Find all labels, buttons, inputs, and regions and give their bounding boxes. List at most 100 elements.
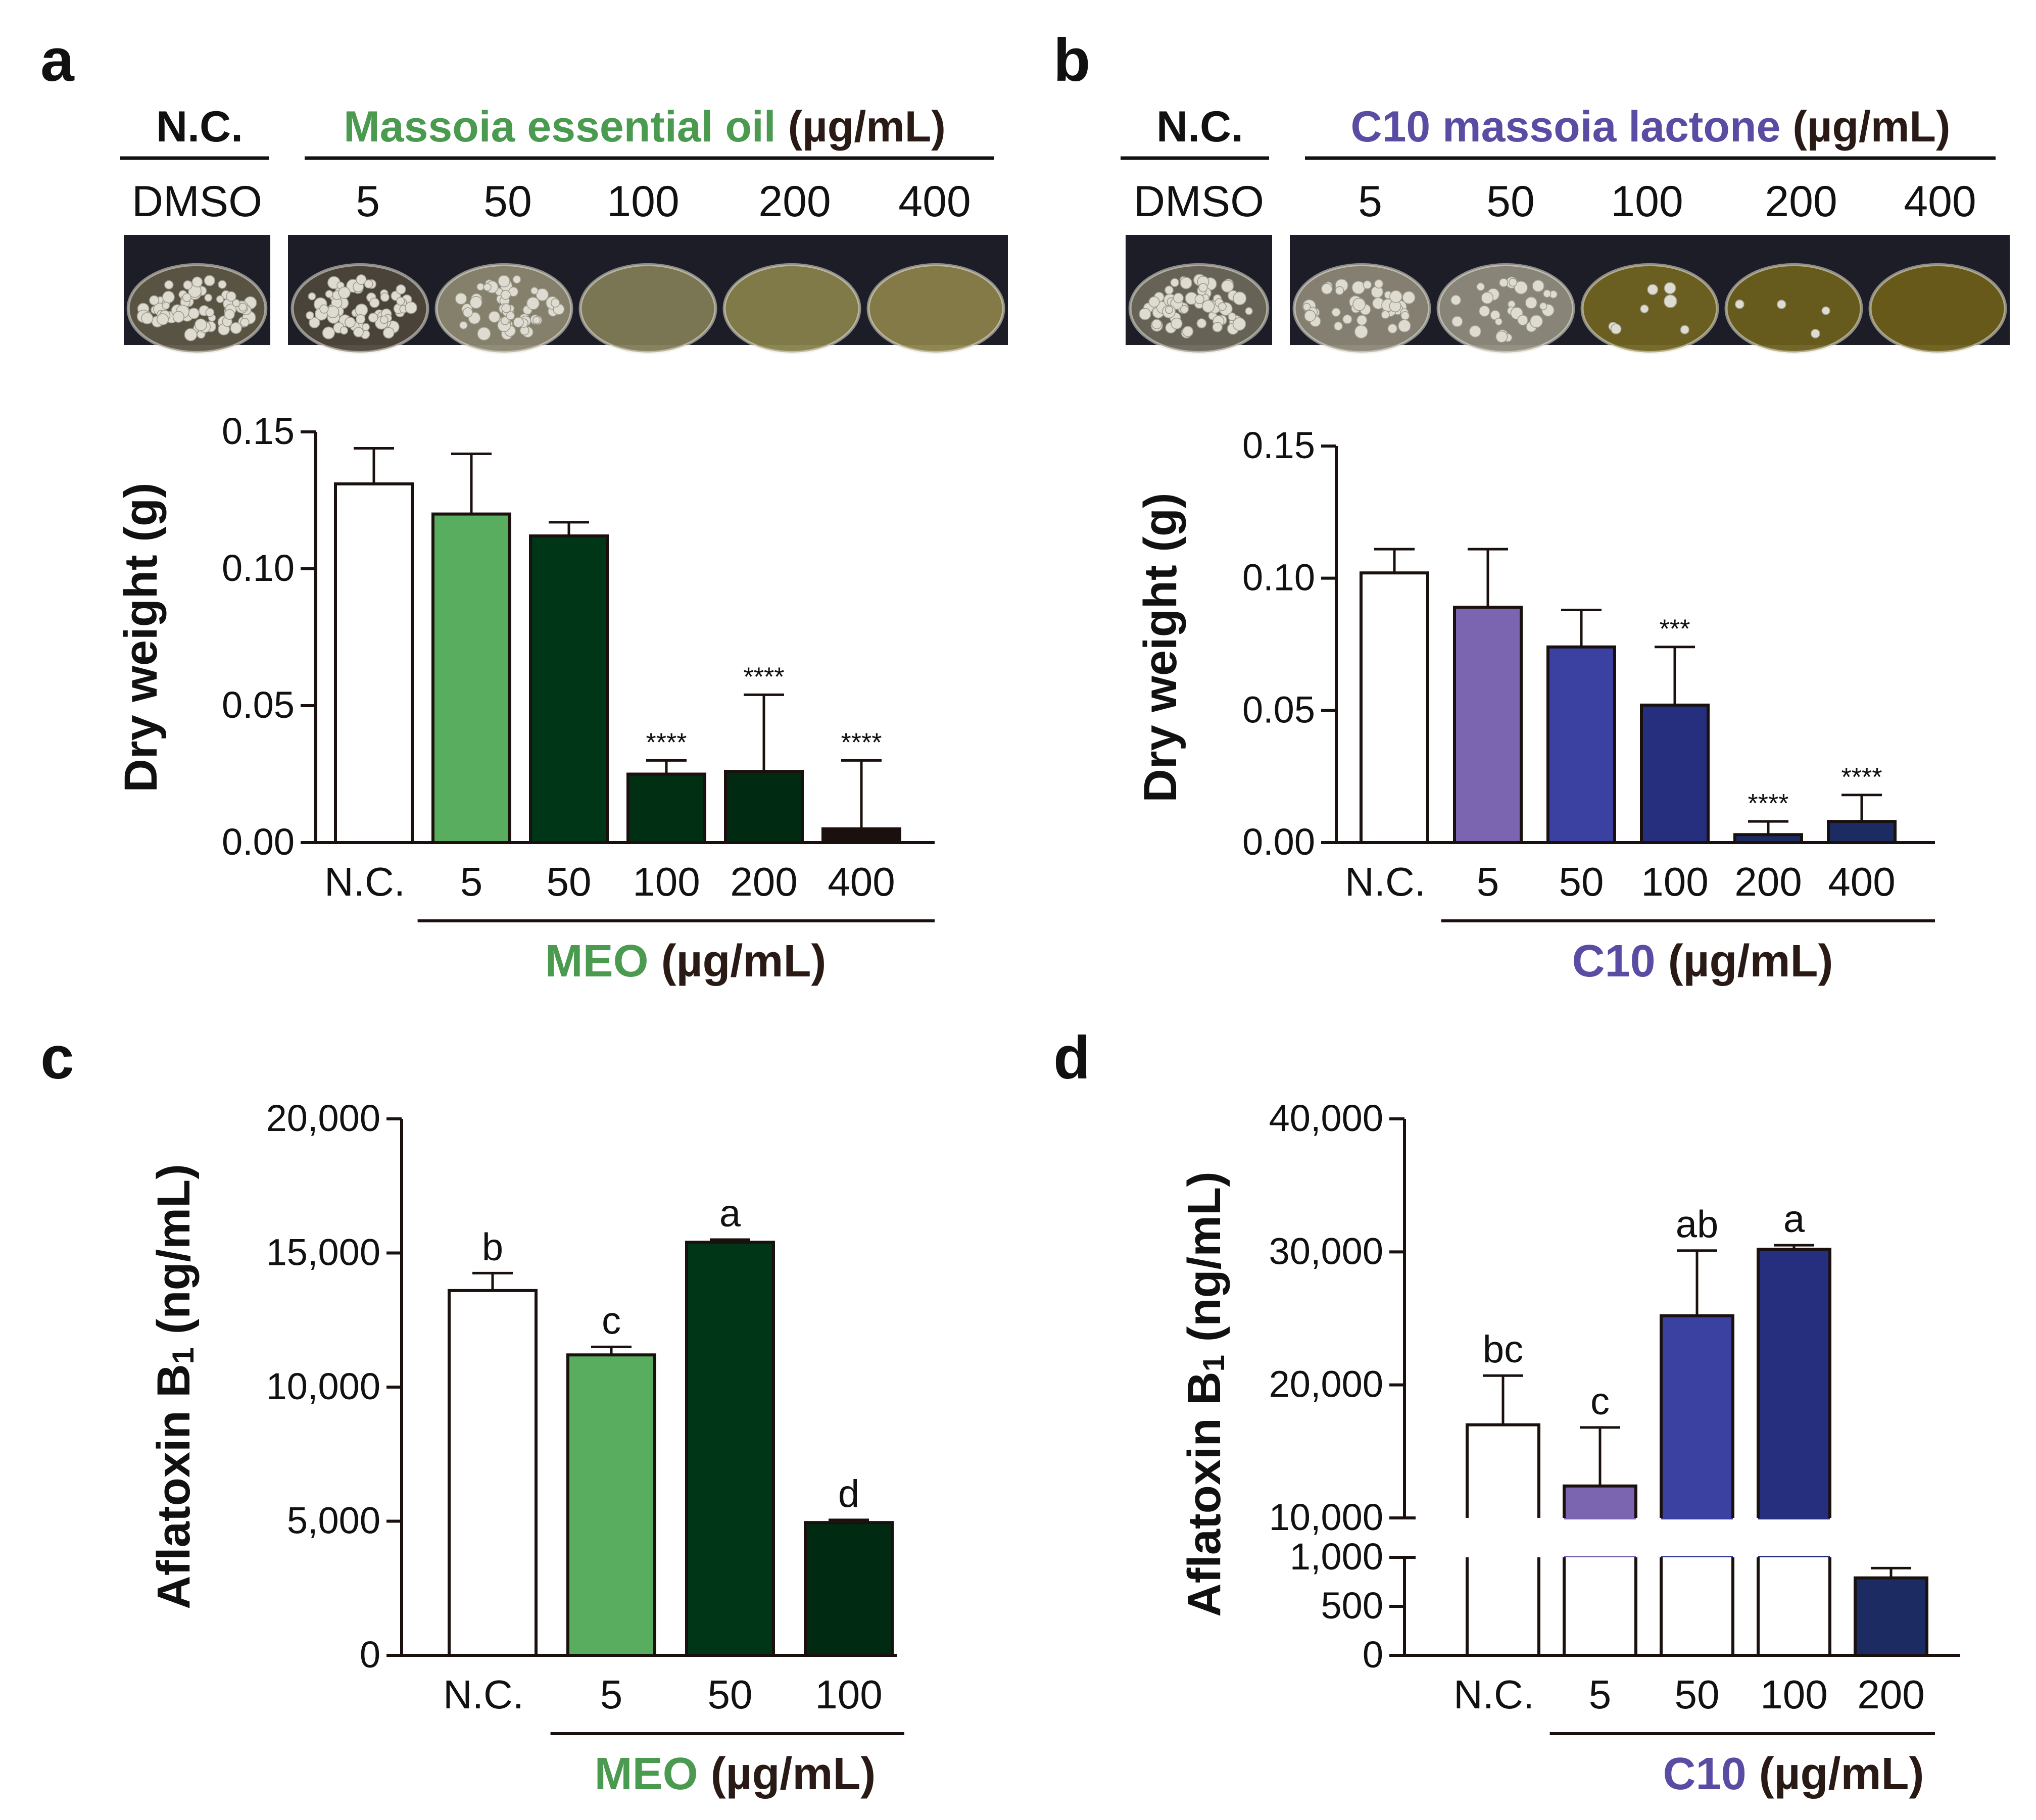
significance-annotation: d [838,1472,859,1515]
axes: 0.00 0.05 0.10 0.15 [222,410,935,863]
pellet [195,318,207,331]
flask-a-treatment [576,235,720,354]
pellet [1151,319,1162,329]
pellet [1304,310,1316,322]
bar [685,1241,775,1657]
header-a-unit: (µg/mL) [788,103,946,151]
panel-letter-b: b [1053,26,1090,94]
y-axis-title-main: Aflatoxin B [1179,1371,1230,1617]
pellet [1333,321,1343,331]
header-a-control-label: DMSO [132,177,262,226]
x-group-label-name: MEO [595,1749,698,1799]
bar-fill [1758,1249,1830,1557]
pellet [1194,294,1204,305]
pellet [1381,310,1390,319]
pellet [362,323,370,331]
mycelial-pellets [1450,276,1558,343]
pellet [1335,286,1344,296]
pellet [1198,283,1208,292]
bar-outline-upper [1757,1248,1831,1518]
pellet [345,317,356,328]
pellet [141,312,154,325]
mycelial-pellets [455,275,565,341]
flask-rim [1128,263,1270,354]
pellet [230,322,242,334]
pellet [1517,314,1528,326]
bar [431,512,511,844]
y-tick-label: 0.05 [222,684,295,726]
header-b-title: C10 massoia lactone (µg/mL) [1350,103,1950,151]
flask-rim [1868,263,2007,354]
x-tick-labels: N.C. 5 50 100 200 400 [324,859,895,904]
pellet [338,286,351,299]
pellet [369,298,380,308]
significance-annotation: **** [744,662,785,692]
bars: *********** [1360,548,1897,845]
pellet [1539,302,1547,310]
pellet [459,321,468,330]
x-group-label-name: C10 [1663,1749,1747,1799]
y-axis-title: Dry weight (g) [1135,493,1186,802]
panel-letter-a: a [40,26,75,94]
mycelial-pellets [1608,282,1689,334]
pellet [1821,306,1830,315]
pellet [382,327,395,339]
pellet [1182,326,1194,337]
flask-rim [722,263,861,354]
header-a-conc-label: 200 [758,177,831,226]
pellet [396,297,405,306]
x-tick-label: 50 [1675,1672,1720,1717]
x-tick-label: 5 [460,859,483,904]
pellet [1680,325,1689,334]
x-tick-label: 5 [1477,859,1499,904]
significance-annotation: b [482,1225,503,1268]
pellet [1495,330,1508,343]
bar [1854,1576,1928,1657]
pellet [162,290,175,304]
x-group-label: MEO (µg/mL) [545,936,827,987]
pellet [182,292,191,302]
pellet [469,296,482,309]
x-tick-label: 100 [1641,859,1708,904]
pellet [1331,307,1341,317]
pellet [1543,289,1552,298]
pellet [1321,283,1333,295]
pellet [1221,280,1234,293]
flask-liquid [580,264,716,353]
pellet [149,295,160,306]
header-a-conc-label: 100 [607,177,680,226]
pellet [1228,312,1237,321]
mycelial-pellets [1302,278,1416,339]
pellet [1196,318,1207,329]
flask-liquid [724,264,860,353]
bar-outline-upper [1563,1484,1637,1518]
flask-liquid [1870,264,2006,353]
pellet [1810,328,1820,338]
pellet [1302,303,1311,311]
pellet [183,280,192,290]
pellet [1476,282,1485,291]
pellet [157,313,169,326]
flask-liquid [868,264,1004,353]
pellet [204,275,215,286]
bar [448,1289,538,1657]
pellet [164,280,174,290]
pellet [379,315,389,324]
x-group-label: C10 (µg/mL) [1663,1749,1924,1799]
pellet [1640,304,1649,314]
pellet [1532,279,1544,292]
x-tick-label: 50 [1559,859,1604,904]
y-tick-label: 500 [1321,1585,1383,1627]
pellet [1354,325,1368,339]
x-tick-label: N.C. [324,859,405,904]
significance-annotation: *** [1660,615,1690,644]
y-tick-label: 0.10 [1242,557,1315,599]
pellet [532,316,541,324]
flask-rim [1724,263,1863,354]
flask-b-treatment [1578,235,1722,354]
y-tick-label: 5,000 [287,1500,380,1542]
pellet [500,316,510,325]
y-axis-title-subscript: 1 [1197,1355,1231,1371]
header-a-title: Massoia essential oil (µg/mL) [344,103,946,151]
pellet [526,297,540,310]
